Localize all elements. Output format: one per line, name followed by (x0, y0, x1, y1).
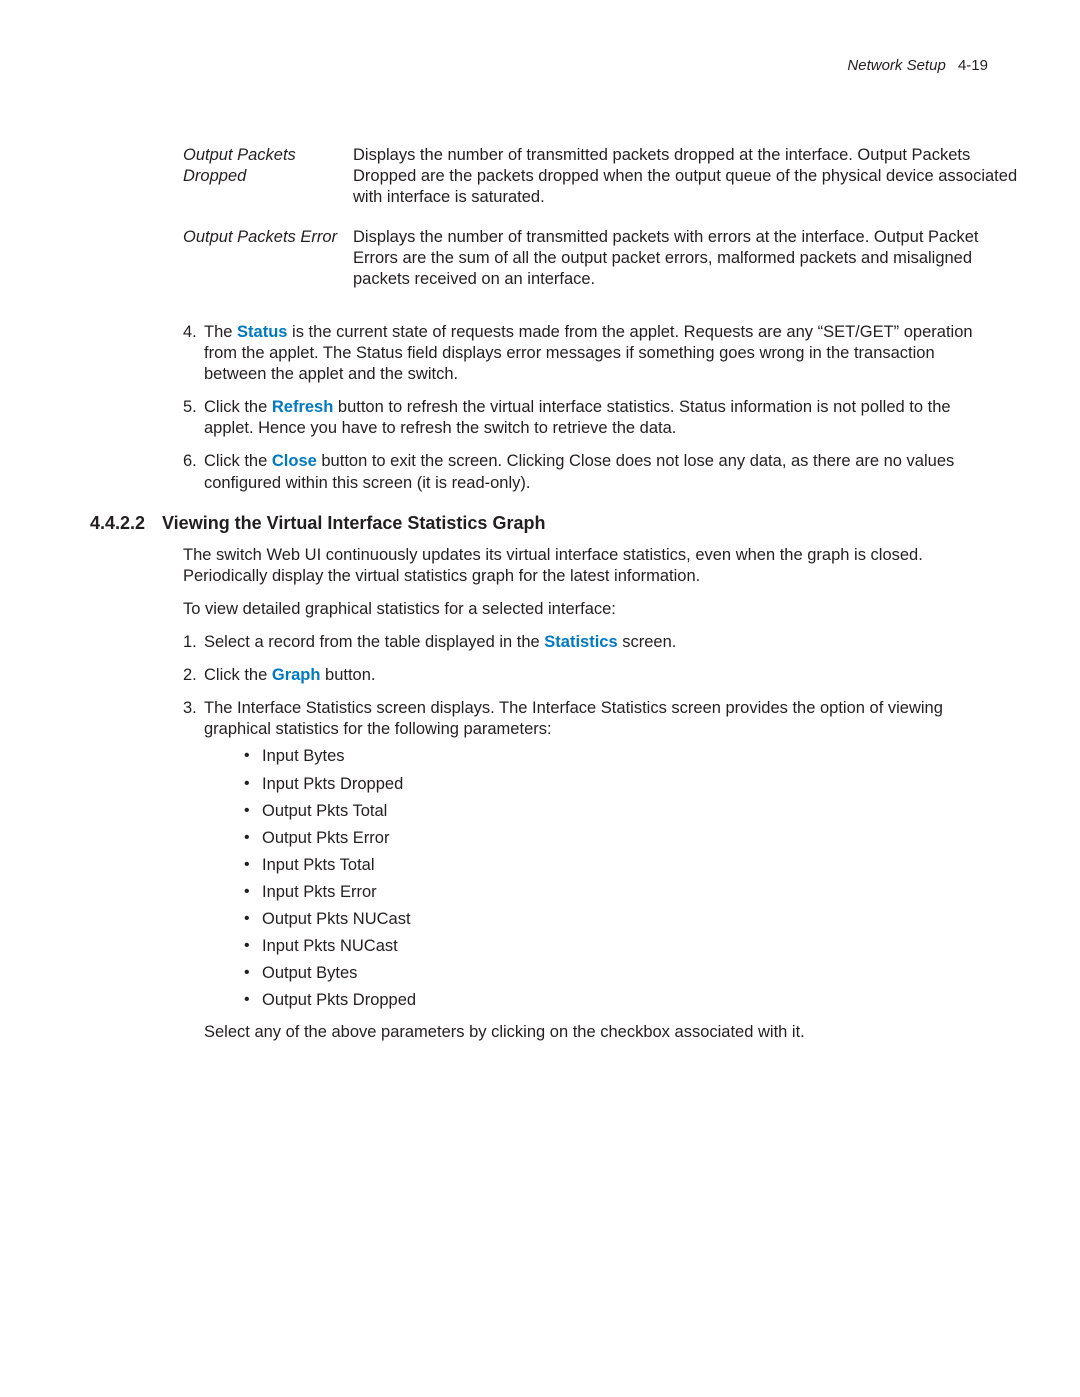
section-number: 4.4.2.2 (90, 512, 162, 535)
step-text-post: button to exit the screen. Clicking Clos… (204, 452, 954, 491)
parameter-bullet-list: Input Bytes Input Pkts Dropped Output Pk… (204, 746, 990, 1011)
step-text-post: The Interface Statistics screen displays… (204, 699, 943, 738)
list-item: Input Bytes (244, 746, 990, 767)
list-item: Click the Refresh button to refresh the … (183, 397, 990, 439)
definition-term: Output Packets Error (183, 227, 353, 308)
list-item: The Status is the current state of reque… (183, 322, 990, 385)
after-bullets-text: Select any of the above parameters by cl… (204, 1022, 990, 1043)
table-row: Output Packets Dropped Displays the numb… (183, 145, 1023, 226)
section-title: Viewing the Virtual Interface Statistics… (162, 513, 545, 533)
list-item: Input Pkts Error (244, 882, 990, 903)
definition-table: Output Packets Dropped Displays the numb… (183, 145, 1023, 308)
step-text-pre: The (204, 323, 237, 341)
definition-description: Displays the number of transmitted packe… (353, 145, 1023, 226)
keyword: Graph (272, 666, 321, 684)
running-header: Network Setup 4-19 (90, 56, 990, 75)
table-row: Output Packets Error Displays the number… (183, 227, 1023, 308)
list-item: Output Bytes (244, 963, 990, 984)
keyword: Refresh (272, 398, 333, 416)
list-item: Select a record from the table displayed… (183, 632, 990, 653)
page: Network Setup 4-19 Output Packets Droppe… (0, 0, 1080, 1397)
list-item: Click the Close button to exit the scree… (183, 451, 990, 493)
list-item: Click the Graph button. (183, 665, 990, 686)
definition-term: Output Packets Dropped (183, 145, 353, 226)
chapter-name: Network Setup (847, 57, 945, 74)
list-item: Output Pkts NUCast (244, 909, 990, 930)
list-item: The Interface Statistics screen displays… (183, 698, 990, 1042)
steps-list-lower: Select a record from the table displayed… (150, 632, 990, 1043)
keyword: Status (237, 323, 287, 341)
list-item: Output Pkts Total (244, 801, 990, 822)
step-text-post: button. (320, 666, 375, 684)
step-text-pre: Click the (204, 666, 272, 684)
keyword: Close (272, 452, 317, 470)
steps-list-upper: The Status is the current state of reque… (150, 322, 990, 494)
definition-description: Displays the number of transmitted packe… (353, 227, 1023, 308)
step-text-post: screen. (618, 633, 677, 651)
list-item: Input Pkts Dropped (244, 774, 990, 795)
keyword: Statistics (544, 633, 617, 651)
list-item: Input Pkts NUCast (244, 936, 990, 957)
intro-paragraph: The switch Web UI continuously updates i… (150, 545, 990, 587)
step-text-pre: Click the (204, 398, 272, 416)
step-text-post: is the current state of requests made fr… (204, 323, 973, 383)
step-text-pre: Select a record from the table displayed… (204, 633, 544, 651)
list-item: Output Pkts Dropped (244, 990, 990, 1011)
list-item: Output Pkts Error (244, 828, 990, 849)
section-heading: 4.4.2.2Viewing the Virtual Interface Sta… (90, 512, 990, 535)
content-area: Output Packets Dropped Displays the numb… (90, 145, 990, 1042)
intro-paragraph: To view detailed graphical statistics fo… (150, 599, 990, 620)
list-item: Input Pkts Total (244, 855, 990, 876)
step-text-pre: Click the (204, 452, 272, 470)
page-number: 4-19 (958, 57, 988, 74)
